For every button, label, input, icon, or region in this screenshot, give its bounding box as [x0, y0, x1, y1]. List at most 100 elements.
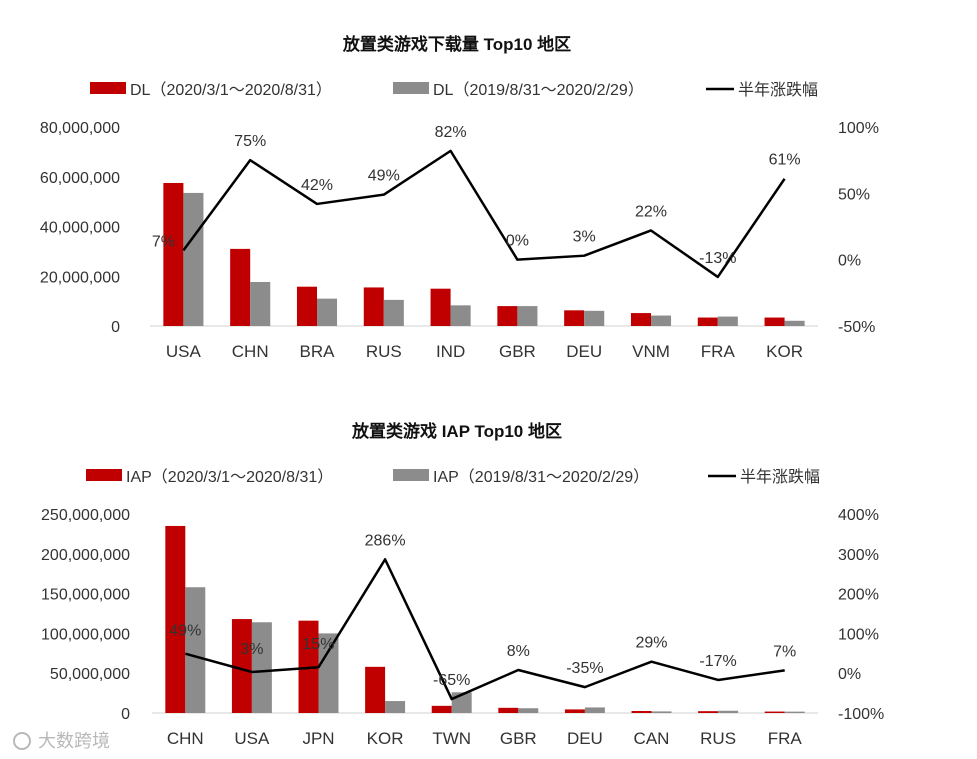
- y2-tick-label: 0%: [838, 253, 861, 270]
- bar-ind-series-1: [430, 288, 451, 326]
- y2-tick-label: 400%: [838, 507, 879, 524]
- y-tick-label: 20,000,000: [40, 269, 120, 286]
- x-tick-label: DEU: [566, 342, 602, 361]
- bar-bra-series-1: [296, 286, 317, 326]
- bar-chn-series-2: [185, 587, 206, 713]
- chart-title: 放置类游戏 IAP Top10 地区: [351, 421, 562, 441]
- bar-fra-series-1: [697, 317, 718, 326]
- bar-rus-series-1: [698, 711, 719, 713]
- watermark-icon: [13, 732, 31, 750]
- bar-gbr-series-2: [518, 708, 539, 713]
- y-tick-label: 100,000,000: [41, 626, 130, 643]
- x-tick-label: GBR: [500, 729, 537, 748]
- y2-tick-label: -100%: [838, 706, 884, 723]
- line-data-label: 49%: [169, 623, 201, 640]
- bar-can-series-1: [631, 711, 652, 713]
- legend-label-line: 半年涨跌幅: [740, 468, 820, 486]
- bar-can-series-2: [651, 711, 672, 713]
- legend-label-1: DL（2020/3/1～2020/8/31）: [130, 81, 332, 99]
- bar-kor-series-2: [385, 701, 406, 713]
- y-tick-label: 60,000,000: [40, 170, 120, 187]
- bar-deu-series-2: [584, 707, 605, 713]
- watermark-text: 大数跨境: [38, 731, 110, 751]
- x-tick-label: BRA: [300, 342, 336, 361]
- x-tick-label: KOR: [367, 729, 404, 748]
- legend: DL（2020/3/1～2020/8/31） DL（2019/8/31～2020/…: [90, 81, 818, 99]
- line-data-label: 42%: [301, 177, 333, 194]
- bar-vnm-series-2: [651, 315, 672, 326]
- x-tick-label: RUS: [700, 729, 736, 748]
- x-tick-label: CAN: [634, 729, 670, 748]
- bar-gbr-series-1: [498, 707, 519, 713]
- legend-label-2: DL（2019/8/31～2020/2/29）: [433, 81, 644, 99]
- change-line: [182, 149, 786, 279]
- bar-kor-series-2: [784, 320, 805, 326]
- y2-tick-label: 300%: [838, 547, 879, 564]
- line-data-label: -13%: [699, 250, 736, 267]
- x-tick-label: KOR: [766, 342, 803, 361]
- bar-vnm-series-1: [630, 313, 651, 326]
- line-data-label: -65%: [433, 672, 470, 689]
- y-tick-label: 150,000,000: [41, 587, 130, 604]
- bar-deu-series-1: [564, 310, 585, 326]
- bar-rus-series-1: [363, 287, 384, 326]
- legend-swatch-2: [393, 469, 429, 481]
- y2-tick-label: 0%: [838, 666, 861, 683]
- y2-tick-label: 100%: [838, 626, 879, 643]
- line-data-label: 15%: [302, 636, 334, 653]
- y-tick-label: 0: [121, 706, 130, 723]
- line-data-label: 49%: [368, 168, 400, 185]
- line-data-label: -17%: [699, 653, 736, 670]
- bar-usa-series-2: [251, 622, 272, 713]
- line-data-label: 0%: [506, 233, 529, 250]
- y-tick-label: 0: [111, 319, 120, 336]
- line-data-label: 3%: [573, 229, 596, 246]
- y2-tick-label: 200%: [838, 587, 879, 604]
- x-tick-label: DEU: [567, 729, 603, 748]
- line-data-label: 61%: [769, 152, 801, 169]
- x-tick-label: FRA: [701, 342, 736, 361]
- line-data-label: -35%: [566, 660, 603, 677]
- bar-chn-series-1: [165, 525, 186, 713]
- y-tick-label: 80,000,000: [40, 120, 120, 137]
- y2-tick-label: 50%: [838, 186, 870, 203]
- x-tick-label: CHN: [232, 342, 269, 361]
- bar-fra-series-1: [764, 711, 785, 713]
- y2-tick-label: -50%: [838, 319, 875, 336]
- x-tick-label: IND: [436, 342, 465, 361]
- bar-chn-series-1: [230, 248, 251, 326]
- line-data-label: 3%: [240, 641, 263, 658]
- line-data-label: 75%: [234, 133, 266, 150]
- line-data-label: 8%: [507, 643, 530, 660]
- bar-gbr-series-1: [497, 306, 518, 326]
- line-data-label: 82%: [435, 124, 467, 141]
- x-tick-label: FRA: [768, 729, 803, 748]
- x-tick-label: RUS: [366, 342, 402, 361]
- bar-twn-series-1: [431, 705, 452, 713]
- y2-tick-label: 100%: [838, 120, 879, 137]
- iap-chart: 放置类游戏 IAP Top10 地区 IAP（2020/3/1～2020/8/31…: [41, 421, 884, 748]
- y-tick-label: 200,000,000: [41, 547, 130, 564]
- line-data-label: 29%: [635, 635, 667, 652]
- bar-usa-series-2: [183, 192, 204, 326]
- x-tick-label: JPN: [302, 729, 334, 748]
- bar-gbr-series-2: [517, 306, 538, 326]
- x-tick-label: USA: [234, 729, 270, 748]
- bar-jpn-series-2: [318, 633, 339, 713]
- bar-rus-series-2: [383, 299, 404, 326]
- x-tick-label: VNM: [632, 342, 670, 361]
- y-tick-label: 50,000,000: [50, 666, 130, 683]
- bar-deu-series-2: [584, 310, 605, 326]
- bar-bra-series-2: [317, 298, 338, 326]
- line-data-label: 22%: [635, 203, 667, 220]
- x-tick-label: TWN: [432, 729, 471, 748]
- line-data-label: 7%: [773, 643, 796, 660]
- y-tick-label: 250,000,000: [41, 507, 130, 524]
- legend-swatch-2: [393, 82, 429, 94]
- legend-swatch-1: [90, 82, 126, 94]
- legend-swatch-1: [86, 469, 122, 481]
- legend-label-line: 半年涨跌幅: [738, 81, 818, 99]
- bar-usa-series-1: [231, 619, 252, 713]
- bar-rus-series-2: [718, 710, 739, 713]
- legend: IAP（2020/3/1～2020/8/31） IAP（2019/8/31～202…: [86, 468, 820, 486]
